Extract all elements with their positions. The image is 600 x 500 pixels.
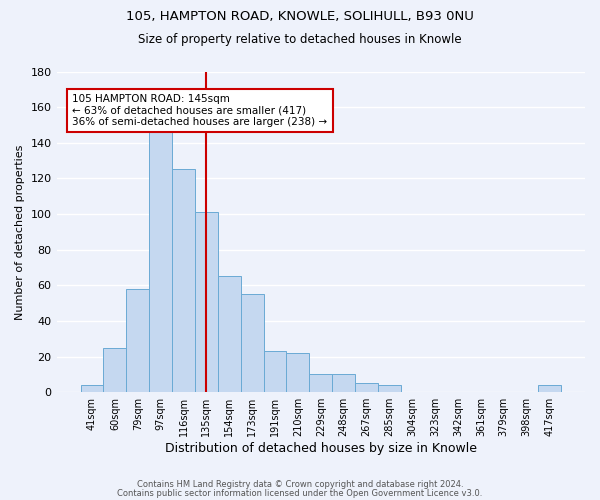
Bar bbox=[172, 170, 195, 392]
Bar bbox=[263, 351, 286, 392]
Bar bbox=[310, 374, 332, 392]
Text: 105, HAMPTON ROAD, KNOWLE, SOLIHULL, B93 0NU: 105, HAMPTON ROAD, KNOWLE, SOLIHULL, B93… bbox=[126, 10, 474, 23]
Y-axis label: Number of detached properties: Number of detached properties bbox=[15, 144, 25, 320]
Bar bbox=[218, 276, 241, 392]
Bar bbox=[149, 128, 172, 392]
X-axis label: Distribution of detached houses by size in Knowle: Distribution of detached houses by size … bbox=[165, 442, 477, 455]
Bar bbox=[80, 385, 103, 392]
Bar bbox=[538, 385, 561, 392]
Bar bbox=[127, 289, 149, 392]
Bar bbox=[355, 384, 378, 392]
Bar bbox=[103, 348, 127, 392]
Bar bbox=[286, 353, 310, 392]
Bar bbox=[195, 212, 218, 392]
Text: Contains HM Land Registry data © Crown copyright and database right 2024.: Contains HM Land Registry data © Crown c… bbox=[137, 480, 463, 489]
Bar bbox=[241, 294, 263, 392]
Bar bbox=[378, 385, 401, 392]
Bar bbox=[332, 374, 355, 392]
Text: 105 HAMPTON ROAD: 145sqm
← 63% of detached houses are smaller (417)
36% of semi-: 105 HAMPTON ROAD: 145sqm ← 63% of detach… bbox=[73, 94, 328, 127]
Text: Size of property relative to detached houses in Knowle: Size of property relative to detached ho… bbox=[138, 32, 462, 46]
Text: Contains public sector information licensed under the Open Government Licence v3: Contains public sector information licen… bbox=[118, 490, 482, 498]
